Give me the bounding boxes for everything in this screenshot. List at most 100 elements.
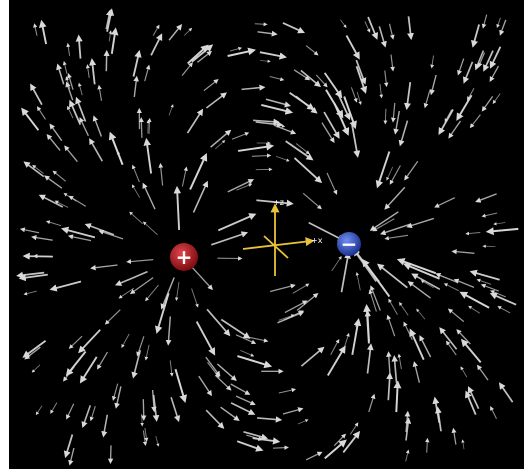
field-arrow bbox=[173, 185, 182, 230]
field-arrow bbox=[30, 83, 43, 106]
field-arrow bbox=[393, 110, 400, 135]
field-arrow bbox=[325, 89, 344, 119]
field-arrow bbox=[89, 138, 103, 162]
field-arrow bbox=[485, 227, 519, 236]
field-arrow bbox=[343, 96, 357, 130]
field-arrow bbox=[391, 355, 398, 383]
field-arrow bbox=[131, 184, 141, 198]
field-arrow bbox=[353, 249, 377, 282]
field-arrow bbox=[366, 343, 374, 374]
field-arrow bbox=[215, 140, 226, 150]
field-arrow bbox=[447, 308, 465, 323]
field-arrow bbox=[355, 59, 367, 85]
field-arrow bbox=[79, 117, 90, 137]
field-arrow bbox=[456, 329, 471, 345]
field-arrow bbox=[23, 161, 45, 178]
field-arrow bbox=[68, 195, 87, 207]
field-arrow bbox=[207, 361, 220, 378]
field-arrow bbox=[230, 383, 251, 395]
field-arrow bbox=[142, 182, 156, 210]
field-arrow bbox=[92, 115, 103, 137]
positive-charge[interactable]: + bbox=[170, 243, 198, 271]
field-arrow bbox=[412, 361, 421, 383]
field-arrow bbox=[282, 22, 305, 34]
field-arrow bbox=[383, 108, 388, 125]
field-arrow bbox=[192, 180, 209, 213]
field-arrow bbox=[116, 150, 124, 165]
field-arrow bbox=[170, 396, 181, 423]
field-arrow bbox=[214, 374, 232, 391]
field-arrow bbox=[480, 283, 499, 292]
field-arrow bbox=[407, 16, 414, 41]
field-arrow bbox=[79, 356, 98, 384]
field-arrow bbox=[174, 368, 188, 403]
field-arrow bbox=[343, 332, 350, 349]
field-arrow bbox=[333, 103, 350, 136]
field-arrow bbox=[104, 309, 121, 325]
field-arrow bbox=[481, 14, 488, 29]
field-arrow bbox=[295, 95, 318, 114]
field-arrow bbox=[131, 164, 140, 183]
field-arrow bbox=[60, 226, 96, 239]
field-arrow bbox=[18, 273, 48, 282]
field-arrow bbox=[84, 223, 115, 236]
field-arrow bbox=[132, 49, 142, 77]
field-arrow bbox=[211, 231, 249, 246]
field-arrow bbox=[490, 290, 506, 298]
field-arrow bbox=[106, 8, 115, 32]
field-arrow bbox=[372, 218, 395, 232]
field-arrow bbox=[186, 108, 204, 134]
field-arrow bbox=[265, 98, 291, 108]
field-arrow bbox=[236, 183, 253, 191]
field-arrow bbox=[68, 447, 75, 466]
field-arrow bbox=[97, 351, 109, 370]
field-arrow bbox=[273, 124, 297, 135]
negative-charge[interactable]: − bbox=[337, 232, 361, 256]
field-arrow bbox=[63, 366, 75, 382]
field-arrow bbox=[321, 122, 335, 143]
field-arrow bbox=[434, 197, 456, 208]
field-arrow bbox=[260, 59, 271, 63]
field-arrow bbox=[38, 194, 64, 208]
field-arrow bbox=[230, 402, 256, 415]
field-arrow bbox=[174, 281, 180, 302]
field-arrow bbox=[231, 132, 250, 140]
field-arrow bbox=[235, 395, 256, 406]
field-arrow bbox=[430, 55, 435, 69]
y-axis bbox=[263, 235, 289, 259]
field-arrow bbox=[444, 109, 453, 123]
field-arrow bbox=[227, 179, 255, 193]
field-arrow bbox=[31, 234, 53, 241]
field-arrow bbox=[129, 277, 154, 295]
field-arrow bbox=[50, 402, 58, 414]
field-arrow bbox=[469, 269, 500, 281]
field-arrow bbox=[471, 24, 480, 48]
field-arrow bbox=[205, 409, 225, 429]
field-arrow bbox=[460, 366, 468, 378]
field-arrow bbox=[445, 340, 457, 356]
field-arrow bbox=[216, 363, 237, 382]
field-arrow bbox=[305, 451, 323, 461]
field-arrow bbox=[481, 212, 498, 218]
field-arrow bbox=[468, 305, 481, 314]
field-arrow bbox=[144, 64, 151, 82]
field-arrow bbox=[49, 280, 82, 292]
electric-field-plot[interactable]: +z +x + − bbox=[9, 0, 524, 469]
field-arrow bbox=[388, 23, 395, 40]
field-arrow bbox=[35, 405, 43, 416]
field-arrow bbox=[453, 278, 475, 288]
field-arrow bbox=[397, 353, 402, 370]
field-arrow bbox=[236, 440, 264, 452]
field-arrow bbox=[476, 364, 489, 381]
field-arrow bbox=[386, 351, 392, 376]
field-arrow bbox=[247, 336, 269, 343]
field-arrow bbox=[333, 433, 347, 447]
field-arrow bbox=[272, 123, 286, 128]
field-arrow bbox=[165, 316, 172, 346]
3d-viewport[interactable]: +z +x + − bbox=[9, 0, 524, 469]
field-arrow bbox=[386, 314, 396, 337]
field-arrows bbox=[16, 8, 519, 466]
field-arrow bbox=[419, 335, 432, 358]
field-arrow bbox=[390, 54, 395, 72]
field-arrow bbox=[379, 83, 384, 99]
